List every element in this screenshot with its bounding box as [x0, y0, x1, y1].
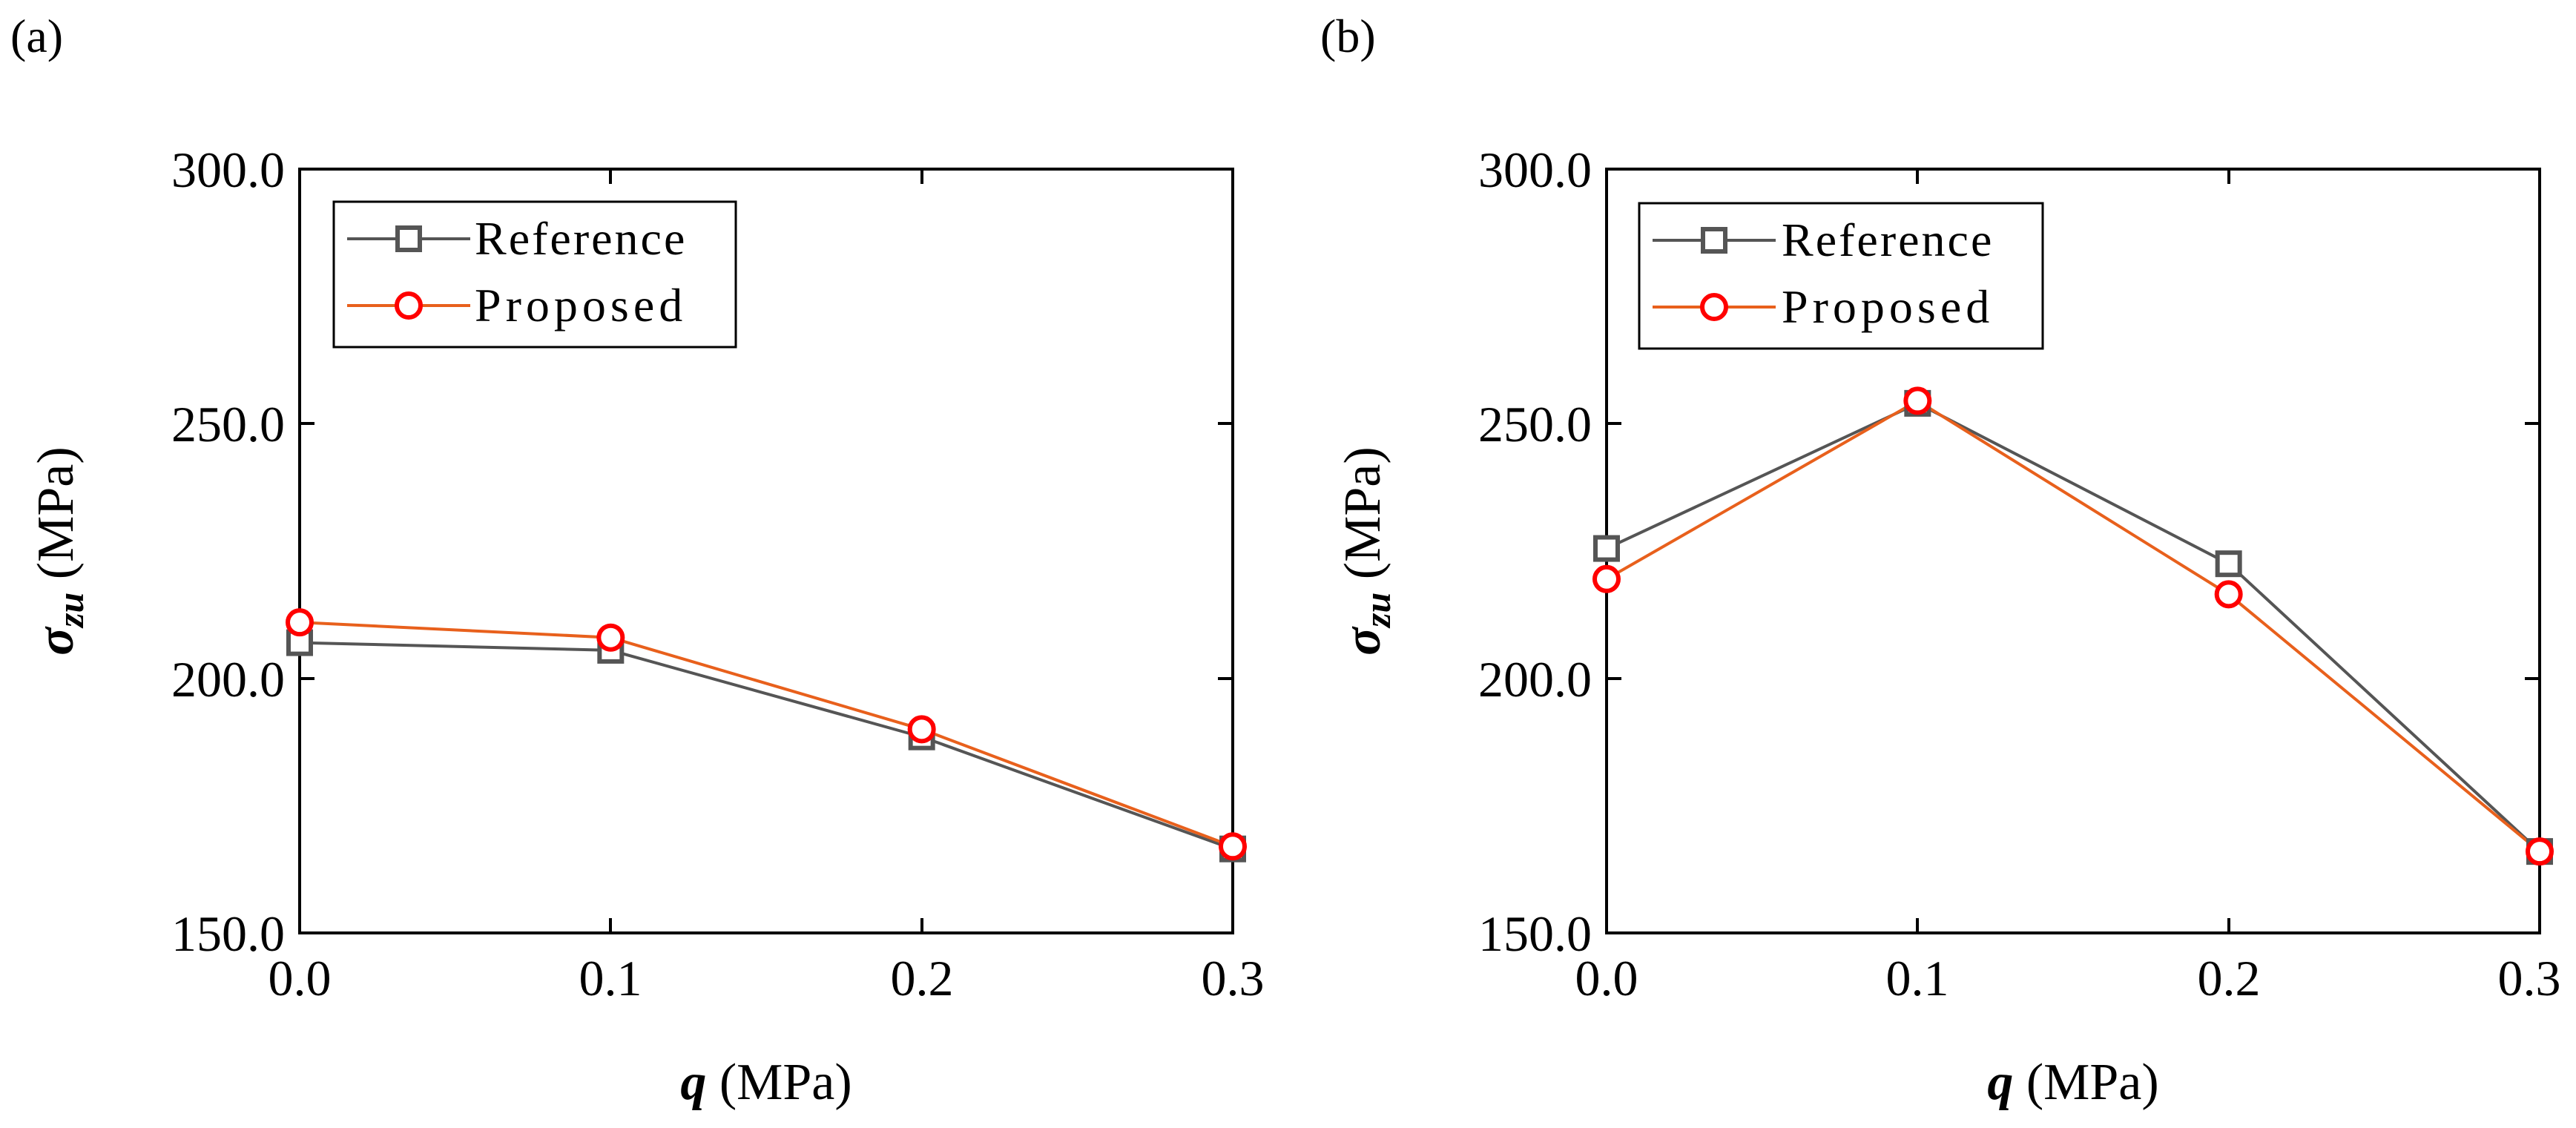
x-tick-label: 0.1 — [1886, 950, 1949, 1006]
y-axis-label: σzu (MPa) — [1334, 446, 1398, 655]
data-point-proposed — [1592, 564, 1621, 593]
data-point-proposed — [596, 623, 625, 652]
y-tick-labels: 300.0 250.0 200.0 150.0 — [171, 142, 285, 962]
y-axis-subscript: zu — [1357, 593, 1398, 629]
y-tick-label: 300.0 — [1478, 142, 1592, 198]
y-tick-label: 250.0 — [171, 396, 285, 452]
x-tick-label: 0.0 — [269, 950, 332, 1006]
x-axis-label: q (MPa) — [680, 1054, 851, 1111]
legend-label-proposed: Proposed — [475, 279, 687, 332]
x-tick-label: 0.2 — [2198, 950, 2261, 1006]
y-tick-label: 150.0 — [171, 906, 285, 962]
plot-area — [1592, 386, 2554, 866]
series-line-proposed — [299, 621, 1233, 848]
y-axis-label: σzu (MPa) — [27, 446, 91, 655]
panel-b: (b) 300.0 250.0 200.0 150.0 0.0 0.1 0.2 — [1320, 10, 2561, 1111]
x-axis-unit: (MPa) — [2013, 1054, 2158, 1111]
legend-label-proposed: Proposed — [1782, 280, 1994, 333]
y-tick-marks — [300, 168, 1233, 680]
legend-marker-reference — [1701, 227, 1727, 254]
series-line-reference — [299, 641, 1233, 851]
data-point-proposed — [1219, 832, 1247, 861]
y-axis-symbol: σ — [1334, 626, 1391, 656]
x-axis-unit: (MPa) — [706, 1054, 851, 1111]
y-axis-unit: (MPa) — [1334, 446, 1391, 592]
data-point-proposed — [286, 608, 314, 637]
plot-area — [286, 608, 1247, 863]
legend-label-reference: Reference — [475, 212, 687, 265]
x-tick-labels: 0.0 0.1 0.2 0.3 — [1575, 950, 2561, 1006]
legend-label-reference: Reference — [1782, 214, 1994, 266]
x-tick-marks — [1916, 169, 2230, 933]
legend-marker-reference — [395, 225, 422, 252]
data-point-reference — [2215, 550, 2242, 578]
legend-marker-proposed — [395, 291, 423, 320]
series-line-reference — [1606, 401, 2541, 853]
y-tick-label: 200.0 — [1478, 651, 1592, 708]
x-axis-label: q (MPa) — [1987, 1054, 2158, 1111]
y-tick-labels: 300.0 250.0 200.0 150.0 — [1478, 142, 1592, 962]
y-axis-subscript: zu — [50, 593, 91, 629]
data-point-proposed — [907, 715, 936, 744]
x-tick-marks — [609, 169, 923, 933]
legend-marker-proposed — [1700, 293, 1728, 321]
panel-label: (a) — [10, 10, 63, 62]
x-tick-label: 0.3 — [1202, 950, 1265, 1006]
plot-frame — [298, 168, 1234, 934]
series-line-proposed — [1606, 399, 2541, 853]
y-axis-symbol: σ — [27, 626, 85, 656]
data-point-proposed — [2526, 837, 2554, 866]
y-tick-marks — [1607, 168, 2540, 680]
y-axis-unit: (MPa) — [27, 446, 85, 592]
x-tick-label: 0.0 — [1575, 950, 1638, 1006]
panel-a: (a) 300.0 250.0 200.0 150.0 0.0 0.1 0.2 — [10, 10, 1265, 1111]
x-tick-label: 0.1 — [579, 950, 642, 1006]
y-tick-label: 200.0 — [171, 651, 285, 708]
data-point-reference — [1593, 535, 1620, 562]
x-tick-label: 0.3 — [2498, 950, 2561, 1006]
y-tick-label: 150.0 — [1478, 906, 1592, 962]
x-tick-label: 0.2 — [891, 950, 954, 1006]
x-axis-symbol: q — [1987, 1054, 2013, 1111]
x-axis-symbol: q — [680, 1054, 706, 1111]
y-tick-label: 250.0 — [1478, 396, 1592, 452]
data-point-proposed — [2214, 580, 2243, 609]
x-tick-labels: 0.0 0.1 0.2 0.3 — [269, 950, 1265, 1006]
legend: Reference Proposed — [1638, 202, 2044, 350]
y-tick-label: 300.0 — [171, 142, 285, 198]
legend: Reference Proposed — [332, 200, 737, 349]
data-point-proposed — [1903, 386, 1932, 415]
panel-label: (b) — [1320, 10, 1376, 62]
